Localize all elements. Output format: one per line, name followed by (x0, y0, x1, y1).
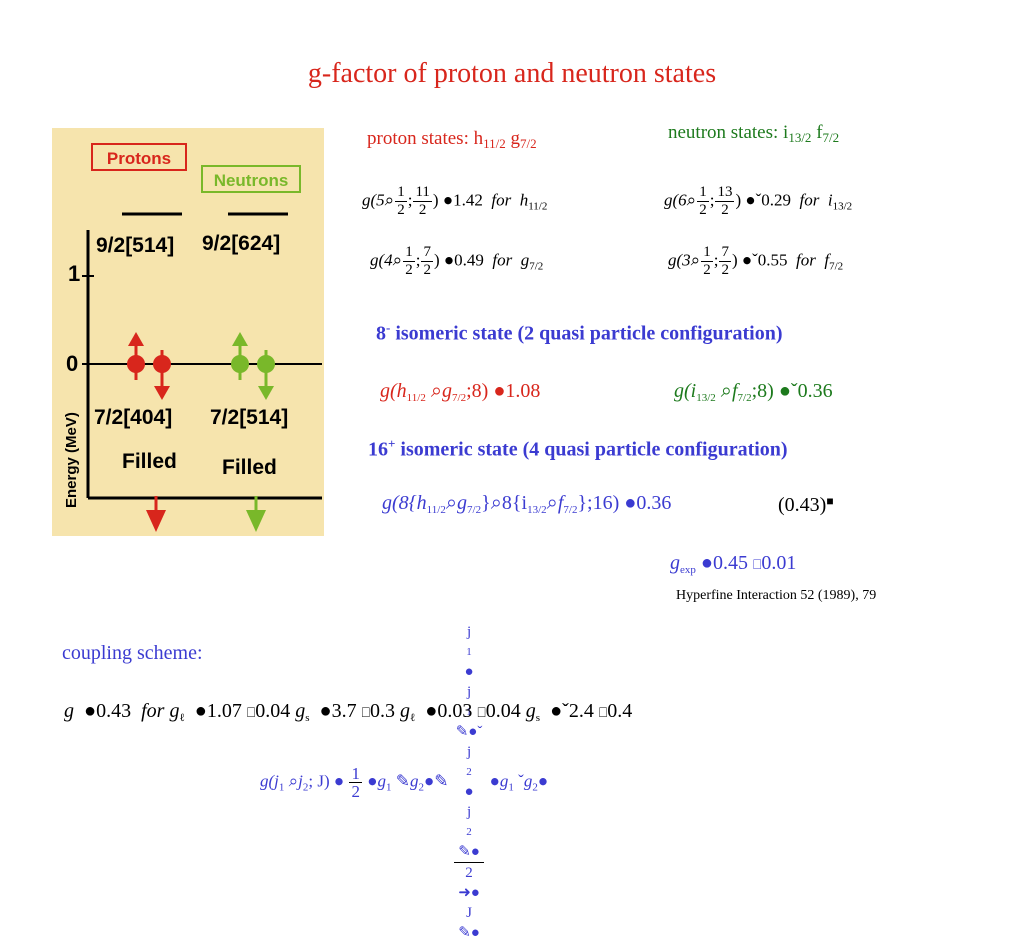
neutron-upper-label: 9/2[624] (202, 232, 280, 255)
level-scheme-figure: Protons Neutrons 1 0 Energy (MeV) 9/2[51… (52, 128, 324, 536)
proton-down-arrow (146, 510, 166, 532)
tick-label-1: 1 (68, 261, 80, 286)
proton-lower-label: 7/2[404] (94, 406, 172, 429)
proton-eq-1: g(5⌕ 1 2; 11 2) ●1.42 for h11/2 (362, 184, 548, 218)
neutron-lower-label: 7/2[514] (210, 406, 288, 429)
filled-proton: Filled (122, 450, 177, 473)
proton-eq-2: g(4⌕ 1 2; 7 2) ●0.49 for g7/2 (370, 244, 544, 278)
tick-label-0: 0 (66, 351, 78, 376)
proton-dot-2 (153, 355, 171, 373)
neutrons-label: Neutrons (214, 171, 289, 190)
coupling-label: coupling scheme: (62, 642, 203, 664)
protons-label: Protons (107, 149, 171, 168)
neutron-dot-1 (231, 355, 249, 373)
reference: Hyperfine Interaction 52 (1989), 79 (676, 588, 877, 603)
proton-upper-label: 9/2[514] (96, 234, 174, 257)
energy-axis-label: Energy (MeV) (63, 412, 80, 508)
filled-neutron: Filled (222, 456, 277, 479)
neutron-dot-2 (257, 355, 275, 373)
neutron-eq-1: g(6⌕ 1 2; 13 2) ●ˇ0.29 for i13/2 (664, 184, 853, 218)
page-title: g-factor of proton and neutron states (307, 58, 717, 89)
neutrons-label-box (201, 165, 301, 193)
protons-label-box (91, 143, 187, 171)
proton-dot-1 (127, 355, 145, 373)
iso8-proton-eq: g(h11/2 ⌕g7/2;8) ●1.08 (380, 380, 541, 404)
iso8-heading: 8- isomeric state (2 quasi particle conf… (376, 320, 783, 345)
g-exp: gexp ●0.45 ⎕0.01 (670, 552, 797, 576)
iso16-paren-value: (0.43)■ (778, 494, 834, 516)
iso16-heading: 16+ isomeric state (4 quasi particle con… (368, 436, 788, 461)
level-scheme-svg: Protons Neutrons 1 0 Energy (MeV) 9/2[51… (63, 143, 322, 532)
neutron-states-header: neutron states: i13/2 f7/2 (668, 122, 840, 145)
neutron-eq-2: g(3⌕ 1 2; 7 2) ●ˇ0.55 for f7/2 (668, 244, 844, 278)
neutron-down-arrow (246, 510, 266, 532)
iso16-eq: g(8{h11/2⌕g7/2}⌕8{i13/2⌕f7/2};16) ●0.36 (382, 492, 672, 516)
bottom-g-values: g ●0.43 for gℓ ●1.07 ⎕0.04 gs ●3.7 ⎕0.3 … (64, 700, 633, 724)
iso8-neutron-eq: g(i13/2 ⌕f7/2;8) ●ˇ0.36 (674, 380, 833, 404)
proton-states-header: proton states: h11/2 g7/2 (367, 128, 537, 151)
